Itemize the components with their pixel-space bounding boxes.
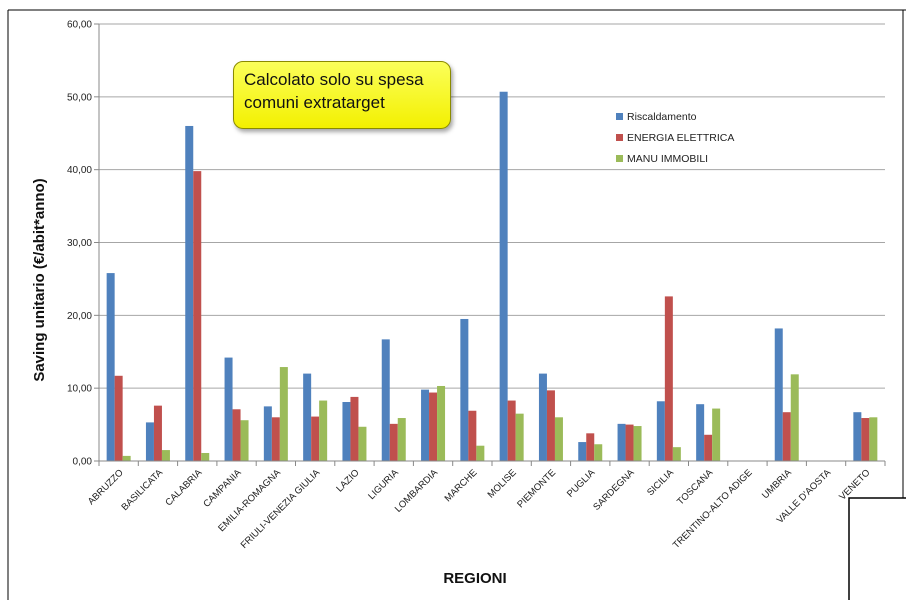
x-category-label: CALABRIA <box>163 467 204 508</box>
bar-manu-immobili-molise <box>516 414 524 461</box>
bar-riscaldamento-sardegna <box>618 424 626 461</box>
bar-riscaldamento-toscana <box>696 404 704 461</box>
bar-riscaldamento-veneto <box>853 412 861 461</box>
x-category-labels: ABRUZZOBASILICATACALABRIACAMPANIAEMILIA-… <box>86 467 873 551</box>
x-category-label: TOSCANA <box>675 467 716 508</box>
bar-riscaldamento-abruzzo <box>107 273 115 461</box>
bar-riscaldamento-lombardia <box>421 390 429 461</box>
bar-energia-elettrica-sardegna <box>626 425 634 461</box>
bar-riscaldamento-emilia-romagna <box>264 406 272 461</box>
bars <box>107 92 878 461</box>
y-tick-label: 50,00 <box>67 92 92 103</box>
x-category-label: MOLISE <box>486 467 519 500</box>
bar-manu-immobili-umbria <box>791 374 799 461</box>
annotation-callout: Calcolato solo su spesa comuni extratarg… <box>233 61 451 129</box>
bar-riscaldamento-calabria <box>185 126 193 461</box>
bar-manu-immobili-friuli-venezia-giulia <box>319 401 327 461</box>
x-category-label: LAZIO <box>334 467 361 494</box>
bar-energia-elettrica-veneto <box>861 418 869 461</box>
x-category-label: UMBRIA <box>760 467 794 501</box>
bar-energia-elettrica-molise <box>508 401 516 461</box>
legend-swatch <box>616 113 623 120</box>
bar-riscaldamento-puglia <box>578 442 586 461</box>
y-tick-label: 30,00 <box>67 238 92 249</box>
bar-energia-elettrica-sicilia <box>665 296 673 461</box>
bar-manu-immobili-sardegna <box>634 426 642 461</box>
bar-manu-immobili-liguria <box>398 418 406 461</box>
x-axis-title: REGIONI <box>443 570 506 587</box>
bar-energia-elettrica-puglia <box>586 433 594 461</box>
y-tick-label: 40,00 <box>67 165 92 176</box>
bar-energia-elettrica-umbria <box>783 412 791 461</box>
legend-label: Riscaldamento <box>627 111 697 123</box>
bar-energia-elettrica-marche <box>468 411 476 461</box>
bar-energia-elettrica-emilia-romagna <box>272 417 280 461</box>
x-category-label: LIGURIA <box>366 467 401 502</box>
overlay-box-corner <box>849 498 906 600</box>
bar-manu-immobili-lombardia <box>437 386 445 461</box>
bar-manu-immobili-basilicata <box>162 450 170 461</box>
bar-riscaldamento-umbria <box>775 328 783 461</box>
x-category-label: TRENTINO-ALTO ADIGE <box>671 467 755 551</box>
bar-energia-elettrica-calabria <box>193 171 201 461</box>
bar-manu-immobili-emilia-romagna <box>280 367 288 461</box>
bar-riscaldamento-friuli-venezia-giulia <box>303 374 311 461</box>
bar-energia-elettrica-friuli-venezia-giulia <box>311 417 319 461</box>
legend-label: ENERGIA ELETTRICA <box>627 132 734 144</box>
bar-energia-elettrica-lazio <box>350 397 358 461</box>
y-tick-label: 20,00 <box>67 311 92 322</box>
legend-swatch <box>616 155 623 162</box>
bar-manu-immobili-toscana <box>712 409 720 461</box>
y-tick-label: 60,00 <box>67 20 92 31</box>
bar-energia-elettrica-piemonte <box>547 390 555 461</box>
y-tick-label: 0,00 <box>73 457 93 468</box>
bar-riscaldamento-molise <box>500 92 508 461</box>
x-category-label: ABRUZZO <box>86 467 126 507</box>
bar-energia-elettrica-toscana <box>704 435 712 461</box>
y-tick-label: 10,00 <box>67 384 92 395</box>
bar-manu-immobili-calabria <box>201 453 209 461</box>
x-category-label: MARCHE <box>443 467 480 504</box>
bar-manu-immobili-sicilia <box>673 447 681 461</box>
bar-manu-immobili-lazio <box>358 427 366 461</box>
y-tick-labels: 0,00 10,00 20,00 30,00 40,00 50,00 60,00 <box>67 20 92 468</box>
x-category-label: SARDEGNA <box>591 467 637 513</box>
x-category-label: LOMBARDIA <box>393 467 441 515</box>
bar-riscaldamento-basilicata <box>146 422 154 461</box>
bar-riscaldamento-liguria <box>382 339 390 461</box>
bar-riscaldamento-lazio <box>342 402 350 461</box>
x-category-label: FRIULI-VENEZIA GIULIA <box>239 467 323 551</box>
bar-riscaldamento-sicilia <box>657 401 665 461</box>
bar-energia-elettrica-basilicata <box>154 406 162 461</box>
bar-manu-immobili-piemonte <box>555 417 563 461</box>
x-category-label: BASILICATA <box>119 467 165 513</box>
bar-riscaldamento-piemonte <box>539 374 547 461</box>
x-category-label: PIEMONTE <box>515 467 558 510</box>
annotation-line-1: Calcolato solo su spesa <box>244 68 440 91</box>
x-category-label: PUGLIA <box>565 467 598 500</box>
bar-energia-elettrica-abruzzo <box>115 376 123 461</box>
legend: Riscaldamento ENERGIA ELETTRICA MANU IMMOB… <box>616 111 734 165</box>
gridlines <box>94 24 885 461</box>
bar-riscaldamento-campania <box>225 358 233 461</box>
bar-energia-elettrica-lombardia <box>429 393 437 461</box>
bar-manu-immobili-veneto <box>869 417 877 461</box>
x-category-label: SICILIA <box>645 467 676 498</box>
bar-energia-elettrica-campania <box>233 409 241 461</box>
annotation-line-2: comuni extratarget <box>244 91 440 114</box>
bar-manu-immobili-marche <box>476 446 484 461</box>
x-category-label: CAMPANIA <box>201 467 244 510</box>
bar-energia-elettrica-liguria <box>390 424 398 461</box>
legend-label: MANU IMMOBILI <box>627 153 708 165</box>
bar-riscaldamento-marche <box>460 319 468 461</box>
bar-manu-immobili-abruzzo <box>123 456 131 461</box>
bar-manu-immobili-campania <box>241 420 249 461</box>
bar-manu-immobili-puglia <box>594 444 602 461</box>
axes <box>99 24 885 466</box>
legend-swatch <box>616 134 623 141</box>
y-axis-title: Saving unitario (€/abit*anno) <box>31 178 48 381</box>
